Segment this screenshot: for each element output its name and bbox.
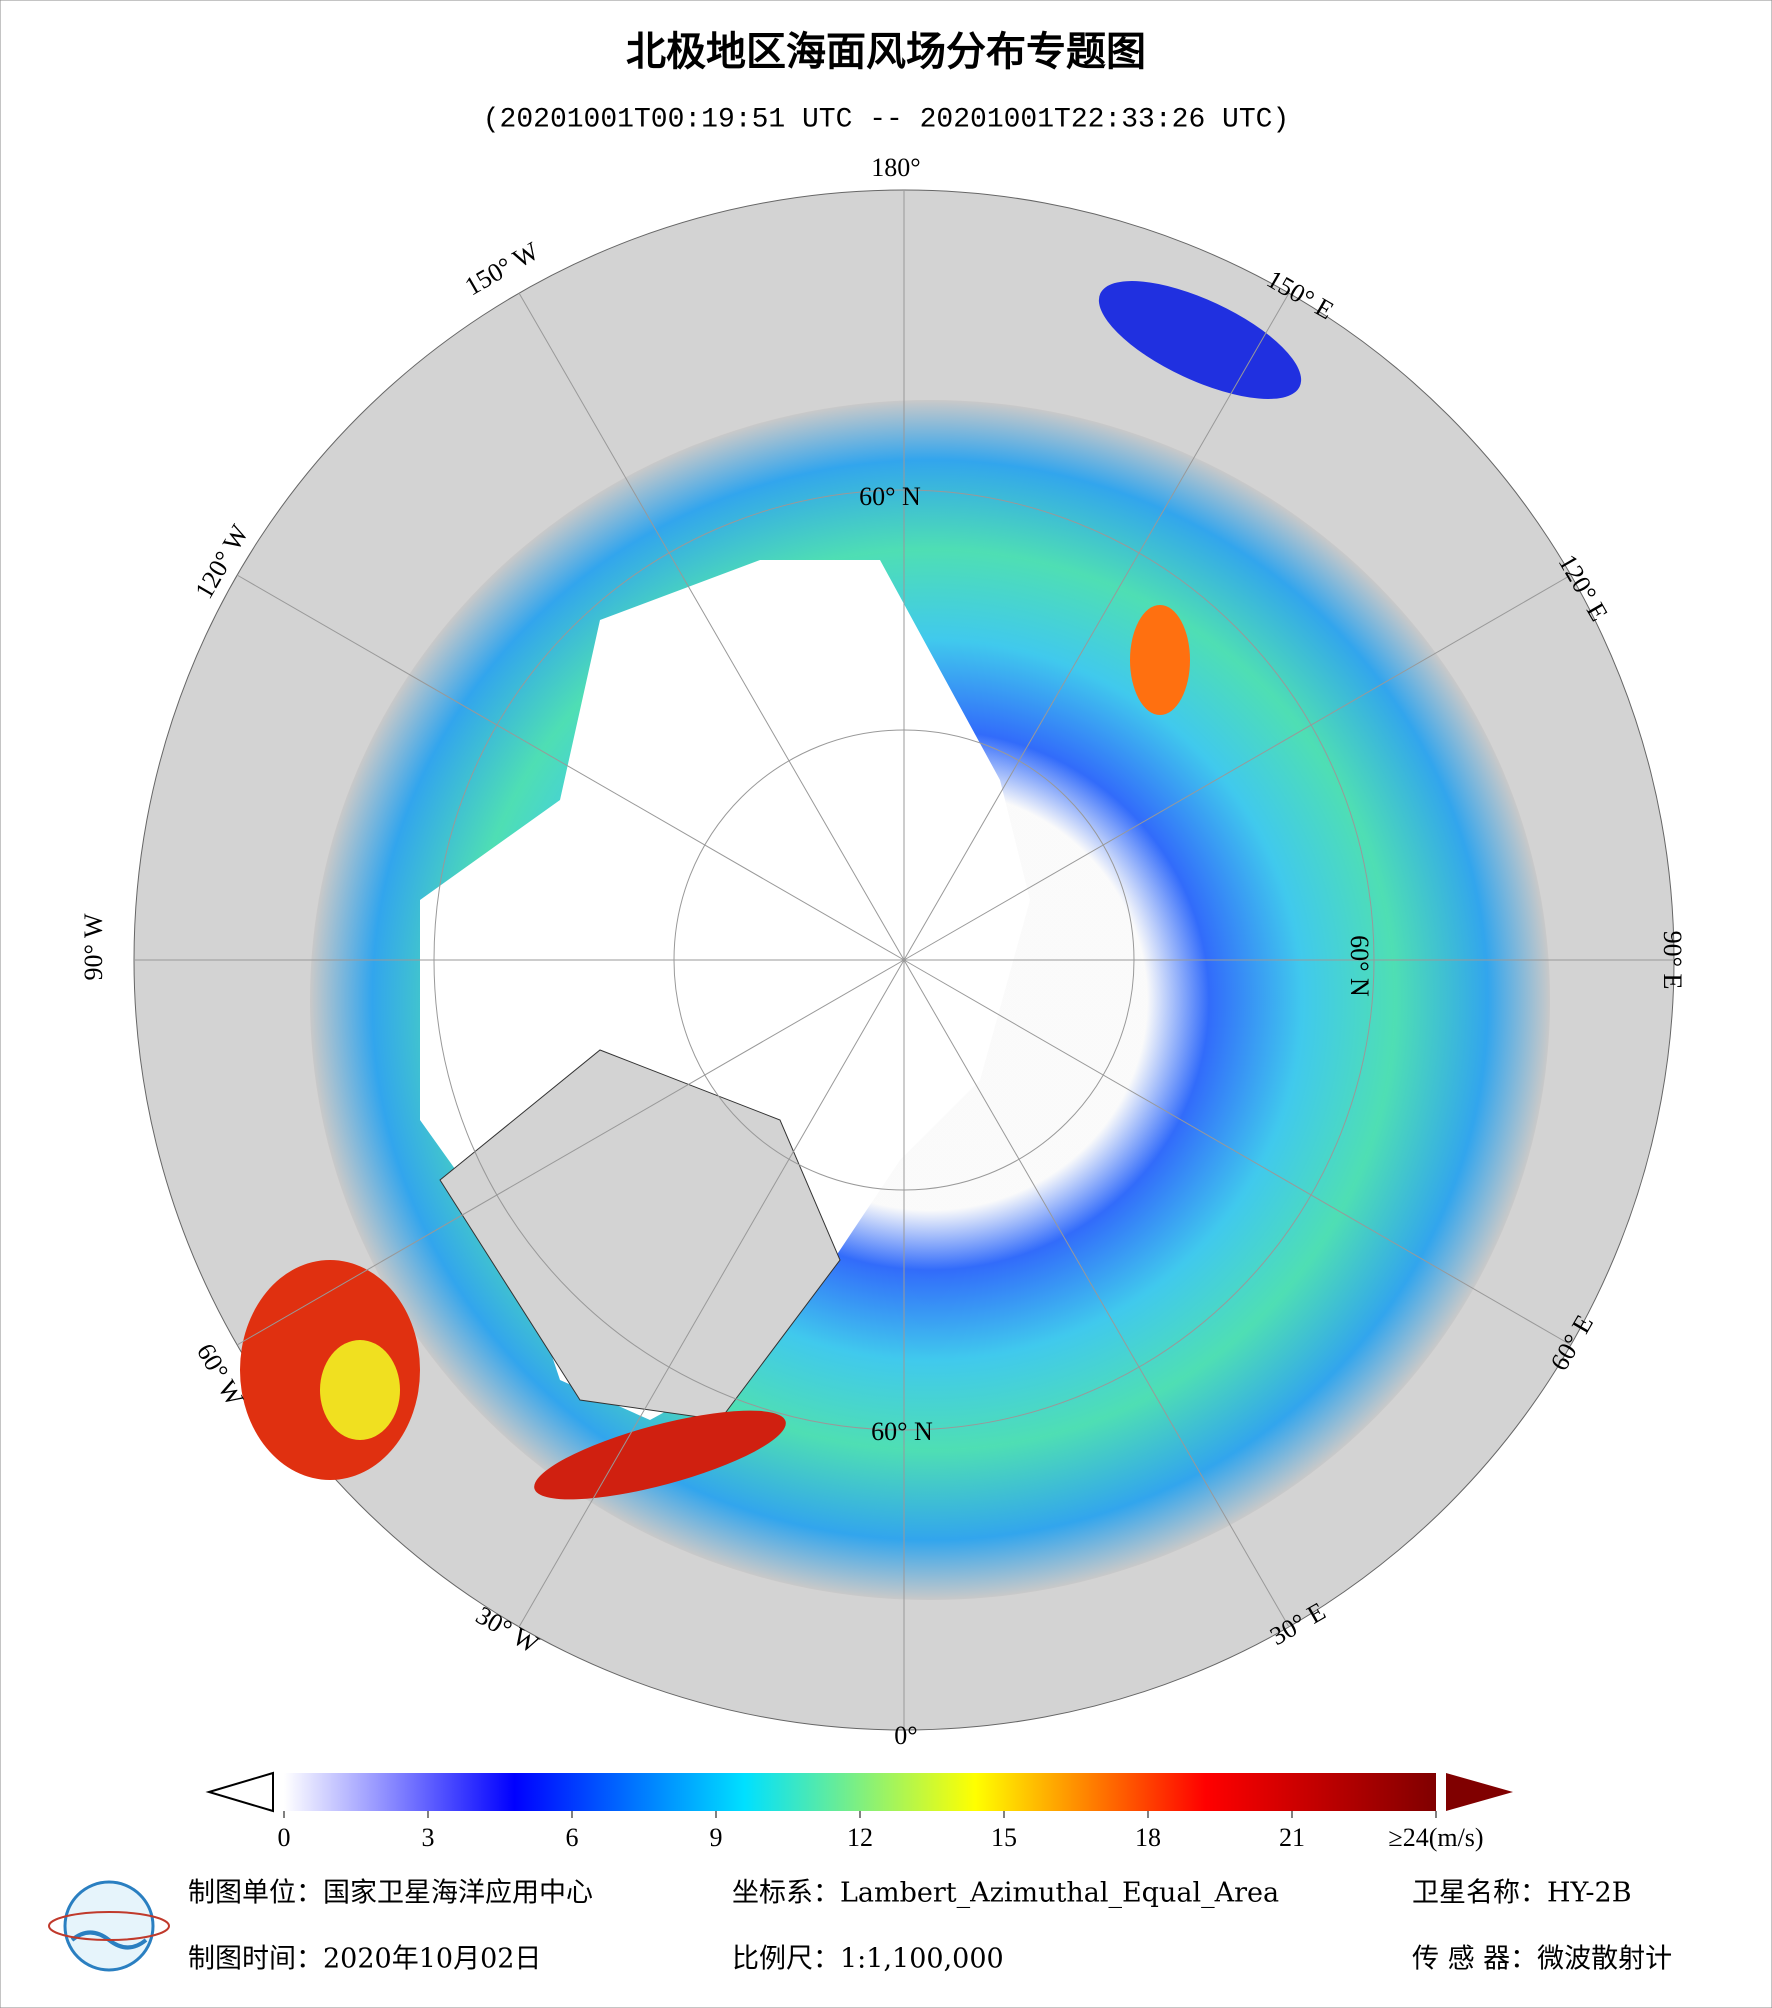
colorbar-tick-label: 18 [1135,1823,1161,1852]
footer-text: 坐标系：Lambert_Azimuthal_Equal_Area [732,1878,1279,1909]
low-wind-okhotsk [1098,281,1302,399]
meridian-label: 90° E [1658,931,1687,990]
colorbar-tick-label: 9 [710,1823,723,1852]
colorbar-over [1446,1773,1513,1811]
high-wind-iceland [534,1410,786,1500]
colorbar-tick-label: 15 [991,1823,1017,1852]
graticule [134,190,1674,1730]
footer-text: 制图时间：2020年10月02日 [188,1944,541,1975]
footer-text: 比例尺：1:1,100,000 [732,1944,1004,1975]
footer: 制图单位：国家卫星海洋应用中心 坐标系：Lambert_Azimuthal_Equ… [188,1878,1672,1975]
footer-text: 卫星名称：HY-2B [1412,1878,1632,1909]
colorbar-under [205,1771,274,1813]
colorbar-tick-label: ≥24(m/s) [1388,1823,1483,1852]
parallel-label: 60° N [871,1417,933,1446]
high-wind-kara [1130,605,1190,715]
meridian-label: 0° [894,1721,917,1750]
meridian-label: 90° W [79,913,108,980]
colorbar-tick-label: 0 [278,1823,291,1852]
map [133,189,1675,1731]
colorbar-tick-label: 21 [1279,1823,1305,1852]
parallel-label: 60° N [859,482,921,511]
parallel-label: 60° N [1345,935,1374,997]
colorbar-ticks: 0 3 6 9 12 15 18 21 ≥24(m/s) [278,1811,1484,1852]
meridian-label: 180° [871,153,920,182]
colorbar-tick-label: 6 [566,1823,579,1852]
footer-text: 制图单位：国家卫星海洋应用中心 [188,1878,593,1909]
subtitle: (20201001T00:19:51 UTC -- 20201001T22:33… [483,104,1290,135]
mid-wind-labrador [320,1340,400,1440]
logo [48,1880,170,1972]
colorbar-tick-label: 12 [847,1823,873,1852]
footer-text: 传 感 器：微波散射计 [1412,1944,1672,1975]
colorbar-tick-label: 3 [422,1823,435,1852]
title: 北极地区海面风场分布专题图 [626,29,1146,75]
colorbar [284,1773,1436,1811]
